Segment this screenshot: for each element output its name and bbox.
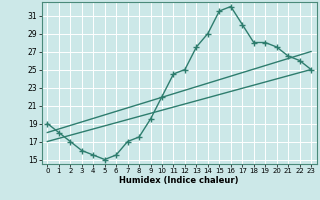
X-axis label: Humidex (Indice chaleur): Humidex (Indice chaleur) [119,176,239,185]
